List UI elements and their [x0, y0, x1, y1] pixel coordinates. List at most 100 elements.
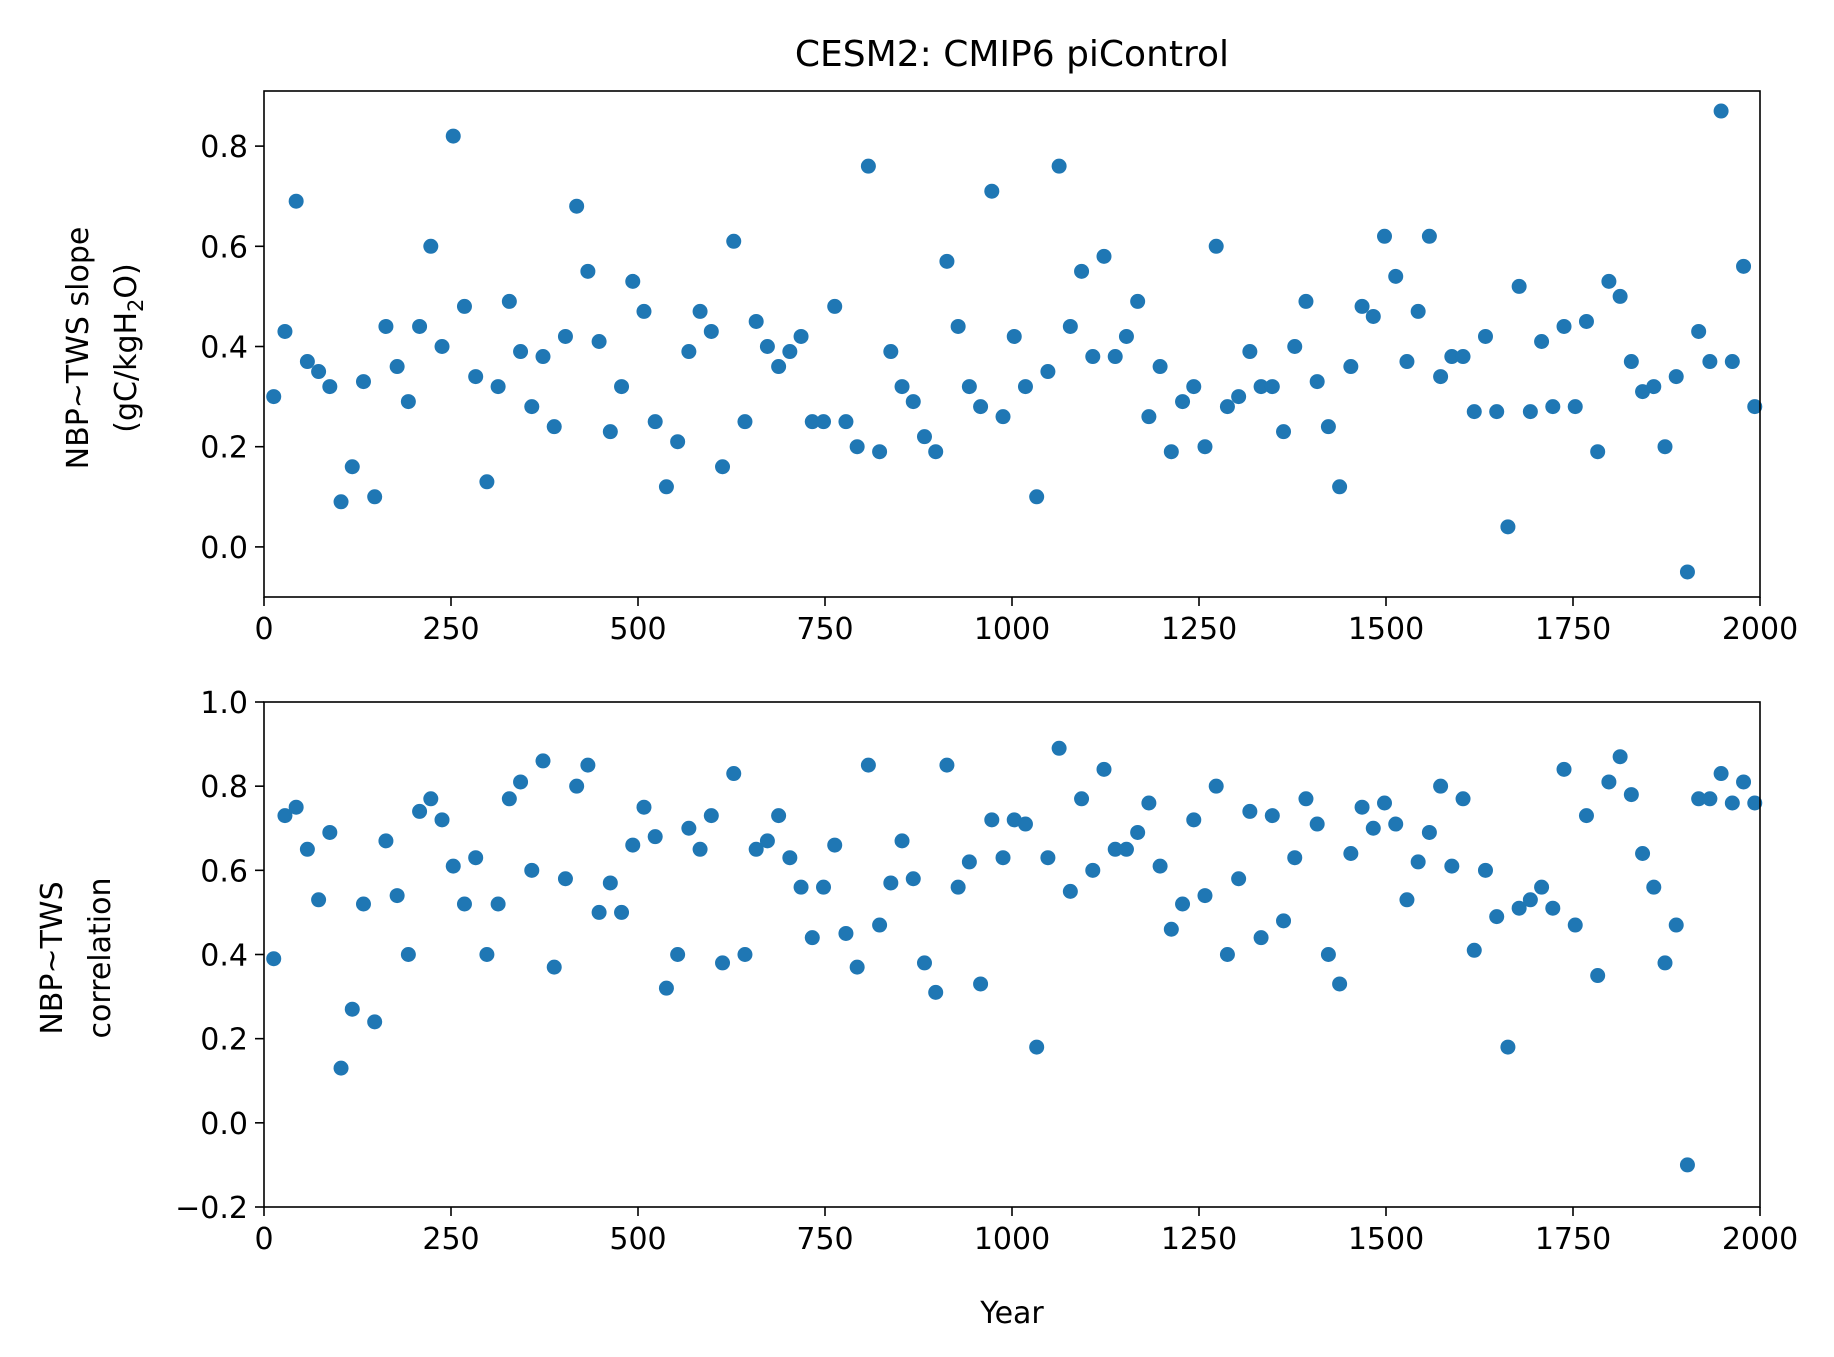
correlation-ytick-label: −0.2 [175, 1191, 248, 1226]
correlation-xtick-label: 750 [796, 1222, 853, 1257]
slope-data-point [916, 429, 932, 445]
slope-data-point [1556, 318, 1572, 334]
correlation-data-point [905, 871, 921, 887]
slope-data-point [490, 379, 506, 395]
slope-data-point [1006, 328, 1022, 344]
correlation-data-point [961, 854, 977, 870]
correlation-ytick-label: 0.8 [200, 770, 248, 805]
slope-ytick-label: 0.2 [200, 431, 248, 466]
slope-xtick-label: 1250 [1161, 612, 1237, 647]
correlation-data-point [872, 917, 888, 933]
slope-data-point [872, 444, 888, 460]
slope-xtick-label: 750 [796, 612, 853, 647]
correlation-xtick-label: 1500 [1348, 1222, 1424, 1257]
slope-panel: 0 250 500 750 1000 1250 1500 1750 2000 0.0 0.2 0.4… [61, 90, 1798, 647]
slope-data-point [771, 359, 787, 375]
slope-data-point [1197, 439, 1213, 455]
correlation-data-point [647, 829, 663, 845]
slope-data-point [860, 158, 876, 174]
slope-xtick-label: 0 [254, 612, 273, 647]
correlation-ytick-label: 1.0 [200, 686, 248, 721]
slope-data-point [1264, 379, 1280, 395]
correlation-data-point [479, 947, 495, 962]
slope-data-point [1713, 103, 1729, 119]
slope-data-point [1141, 409, 1157, 425]
slope-data-point [1567, 399, 1583, 415]
slope-data-point [1679, 564, 1695, 580]
slope-xtick-label: 250 [422, 612, 479, 647]
slope-data-point [1118, 328, 1134, 344]
slope-data-point [266, 389, 282, 405]
correlation-data-point [1365, 820, 1381, 836]
correlation-ylabel-line1: NBP~TWS [35, 881, 70, 1034]
correlation-panel: 0 250 500 750 1000 1250 1500 1750 2000 −0.2 0.0 0.… [35, 686, 1798, 1331]
slope-data-point [1163, 444, 1179, 460]
slope-data-point [1175, 394, 1191, 410]
correlation-data-point [1747, 795, 1763, 811]
slope-ytick-label: 0.6 [200, 230, 248, 265]
slope-data-point [1612, 288, 1628, 304]
slope-data-point [1085, 349, 1101, 365]
correlation-data-point [1197, 888, 1213, 904]
correlation-data-point [894, 833, 910, 849]
correlation-data-point [456, 896, 472, 912]
slope-data-point [569, 198, 585, 214]
correlation-data-point [1107, 841, 1123, 857]
slope-data-point [468, 369, 484, 385]
correlation-data-point [1141, 795, 1157, 811]
slope-data-point [1365, 308, 1381, 324]
slope-data-point [288, 193, 304, 209]
correlation-data-point [860, 757, 876, 773]
correlation-data-point [816, 879, 832, 895]
correlation-data-point [1421, 824, 1437, 840]
correlation-data-point [535, 753, 551, 769]
correlation-ytick-label: 0.0 [200, 1107, 248, 1142]
slope-data-point [827, 298, 843, 314]
slope-data-point [1623, 354, 1639, 370]
correlation-data-point [1500, 1039, 1516, 1055]
correlation-data-point [524, 862, 540, 878]
slope-y-axis: 0.0 0.2 0.4 0.6 0.8 [200, 130, 264, 566]
correlation-data-point [1118, 841, 1134, 857]
slope-data-point [928, 444, 944, 460]
correlation-data-point [1433, 778, 1449, 794]
correlation-data-point [1410, 854, 1426, 870]
slope-data-point [1186, 379, 1202, 395]
slope-data-point [1668, 369, 1684, 385]
slope-data-point [423, 238, 439, 254]
slope-ytick-label: 0.4 [200, 331, 248, 366]
slope-data-point [1051, 158, 1067, 174]
correlation-data-point [1264, 808, 1280, 824]
correlation-data-point [1477, 862, 1493, 878]
correlation-points [266, 740, 1763, 1173]
correlation-data-point [1691, 791, 1707, 807]
slope-data-point [1399, 354, 1415, 370]
correlation-xtick-label: 1250 [1161, 1222, 1237, 1257]
correlation-data-point [1388, 816, 1404, 832]
correlation-data-point [288, 799, 304, 815]
correlation-data-point [1242, 803, 1258, 819]
correlation-data-point [445, 858, 461, 874]
slope-data-point [1466, 404, 1482, 420]
slope-data-point [1130, 293, 1146, 309]
correlation-data-point [1511, 900, 1527, 916]
correlation-data-point [1623, 787, 1639, 803]
slope-data-point [513, 344, 529, 360]
correlation-data-point [1455, 791, 1471, 807]
slope-data-point [1320, 419, 1336, 435]
correlation-data-point [277, 808, 293, 824]
correlation-data-point [490, 896, 506, 912]
correlation-data-point [1074, 791, 1090, 807]
correlation-data-point [1646, 879, 1662, 895]
slope-data-point [883, 344, 899, 360]
slope-data-point [1074, 263, 1090, 279]
correlation-data-point [636, 799, 652, 815]
correlation-data-point [1713, 766, 1729, 782]
slope-data-point [535, 349, 551, 365]
slope-data-point [737, 414, 753, 430]
correlation-data-point [1399, 892, 1415, 908]
slope-data-point [961, 379, 977, 395]
correlation-data-point [513, 774, 529, 790]
correlation-data-point [468, 850, 484, 866]
correlation-data-point [748, 841, 764, 857]
